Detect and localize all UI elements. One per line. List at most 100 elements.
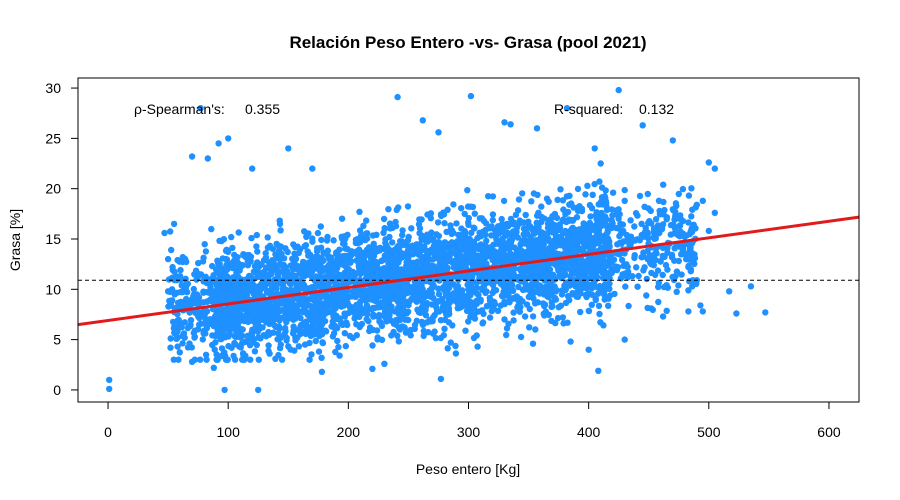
data-point bbox=[404, 203, 412, 210]
data-point bbox=[522, 280, 529, 287]
data-point bbox=[510, 228, 518, 236]
data-point bbox=[458, 225, 465, 232]
data-point bbox=[585, 307, 592, 315]
data-point bbox=[360, 222, 367, 229]
data-point bbox=[650, 225, 658, 232]
data-point bbox=[307, 332, 314, 339]
data-point bbox=[300, 294, 307, 301]
data-point bbox=[663, 214, 671, 221]
data-point bbox=[248, 234, 255, 242]
data-point bbox=[656, 229, 663, 237]
data-point bbox=[386, 233, 393, 241]
data-point bbox=[623, 231, 631, 239]
data-point bbox=[581, 271, 588, 278]
data-point bbox=[399, 231, 406, 239]
data-point bbox=[221, 269, 228, 276]
data-point bbox=[656, 211, 664, 218]
data-point bbox=[277, 227, 284, 234]
data-point bbox=[244, 304, 251, 311]
data-point bbox=[449, 322, 456, 329]
data-point bbox=[697, 302, 704, 309]
data-point bbox=[351, 315, 358, 322]
data-point bbox=[484, 273, 491, 280]
data-point bbox=[181, 319, 188, 326]
data-point bbox=[225, 135, 232, 142]
data-point bbox=[577, 290, 584, 297]
data-point bbox=[170, 220, 178, 228]
data-point bbox=[396, 309, 403, 316]
data-point bbox=[562, 238, 570, 245]
data-point bbox=[480, 310, 487, 317]
data-point bbox=[638, 220, 645, 227]
data-point bbox=[332, 322, 339, 330]
data-point bbox=[239, 262, 246, 269]
data-point bbox=[490, 247, 498, 255]
data-point bbox=[615, 86, 622, 94]
data-point bbox=[241, 285, 248, 292]
data-point bbox=[644, 229, 651, 236]
data-point bbox=[559, 314, 567, 321]
data-point bbox=[433, 308, 441, 315]
data-point bbox=[309, 321, 316, 328]
data-point bbox=[228, 233, 235, 241]
data-point bbox=[235, 343, 243, 350]
data-point bbox=[466, 256, 473, 264]
data-point bbox=[362, 230, 370, 237]
data-point bbox=[252, 285, 259, 292]
data-point bbox=[570, 204, 577, 211]
data-point bbox=[596, 259, 603, 266]
data-point bbox=[688, 228, 696, 235]
data-point bbox=[588, 301, 595, 308]
data-point bbox=[308, 327, 316, 334]
data-point bbox=[367, 254, 374, 261]
data-point bbox=[627, 217, 634, 224]
data-point bbox=[332, 267, 340, 274]
data-point bbox=[538, 203, 545, 210]
data-point bbox=[387, 225, 394, 232]
data-point bbox=[559, 197, 567, 204]
data-point bbox=[335, 274, 343, 281]
data-point bbox=[507, 215, 515, 223]
data-point bbox=[318, 368, 326, 375]
data-point bbox=[253, 341, 260, 349]
data-point bbox=[602, 242, 610, 249]
data-point bbox=[265, 328, 272, 336]
x-tick-label: 500 bbox=[697, 424, 721, 440]
data-point bbox=[425, 329, 432, 336]
data-point bbox=[297, 314, 304, 322]
data-point bbox=[468, 229, 475, 236]
data-point bbox=[446, 274, 453, 282]
data-point bbox=[341, 270, 349, 277]
data-point bbox=[403, 249, 411, 256]
data-point bbox=[106, 385, 113, 393]
data-point bbox=[647, 305, 655, 312]
regression-line bbox=[77, 215, 860, 327]
data-point bbox=[254, 248, 261, 255]
data-point bbox=[341, 330, 348, 337]
data-point bbox=[394, 304, 402, 311]
data-point bbox=[285, 343, 292, 350]
data-point bbox=[549, 248, 556, 255]
data-point bbox=[562, 210, 569, 218]
data-point bbox=[432, 334, 440, 342]
data-point bbox=[596, 310, 603, 318]
data-point bbox=[592, 296, 599, 304]
data-point bbox=[342, 245, 349, 252]
data-point bbox=[562, 263, 569, 270]
data-point bbox=[338, 215, 346, 222]
data-point bbox=[440, 256, 447, 264]
data-point bbox=[229, 244, 236, 252]
data-point bbox=[387, 283, 394, 290]
data-point bbox=[222, 356, 230, 363]
data-point bbox=[259, 304, 266, 311]
data-point bbox=[470, 224, 477, 231]
data-point bbox=[175, 356, 182, 363]
data-point bbox=[312, 337, 319, 345]
data-point bbox=[272, 280, 280, 287]
data-point bbox=[169, 263, 176, 271]
data-point bbox=[309, 235, 316, 242]
data-point bbox=[231, 263, 239, 270]
data-point bbox=[515, 257, 522, 264]
data-point bbox=[309, 165, 316, 172]
data-point bbox=[564, 293, 572, 300]
